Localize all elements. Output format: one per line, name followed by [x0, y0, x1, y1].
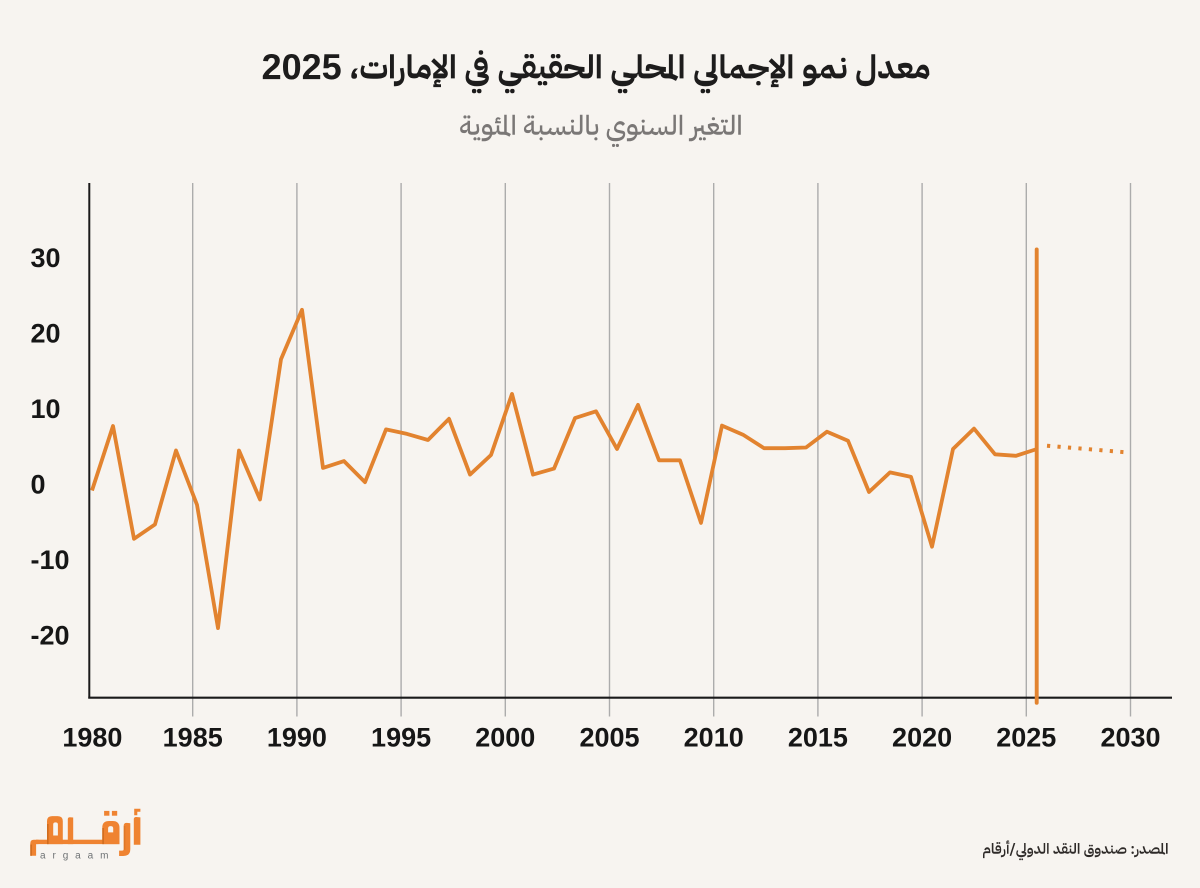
svg-text:2005: 2005 — [579, 723, 639, 753]
svg-text:1980: 1980 — [62, 723, 122, 753]
svg-text:2020: 2020 — [892, 723, 952, 753]
svg-text:20: 20 — [31, 319, 61, 349]
svg-text:10: 10 — [31, 394, 61, 424]
svg-text:argaam: argaam — [40, 851, 115, 862]
svg-text:2015: 2015 — [788, 723, 848, 753]
svg-text:1985: 1985 — [163, 723, 223, 753]
svg-text:1990: 1990 — [267, 723, 327, 753]
svg-text:2030: 2030 — [1100, 723, 1160, 753]
svg-text:1995: 1995 — [371, 723, 431, 753]
svg-text:2000: 2000 — [475, 723, 535, 753]
svg-text:2010: 2010 — [684, 723, 744, 753]
svg-text:-20: -20 — [31, 620, 70, 650]
svg-text:-10: -10 — [31, 545, 70, 575]
svg-text:0: 0 — [31, 470, 46, 500]
svg-text:2025: 2025 — [996, 723, 1056, 753]
svg-text:30: 30 — [31, 243, 61, 273]
